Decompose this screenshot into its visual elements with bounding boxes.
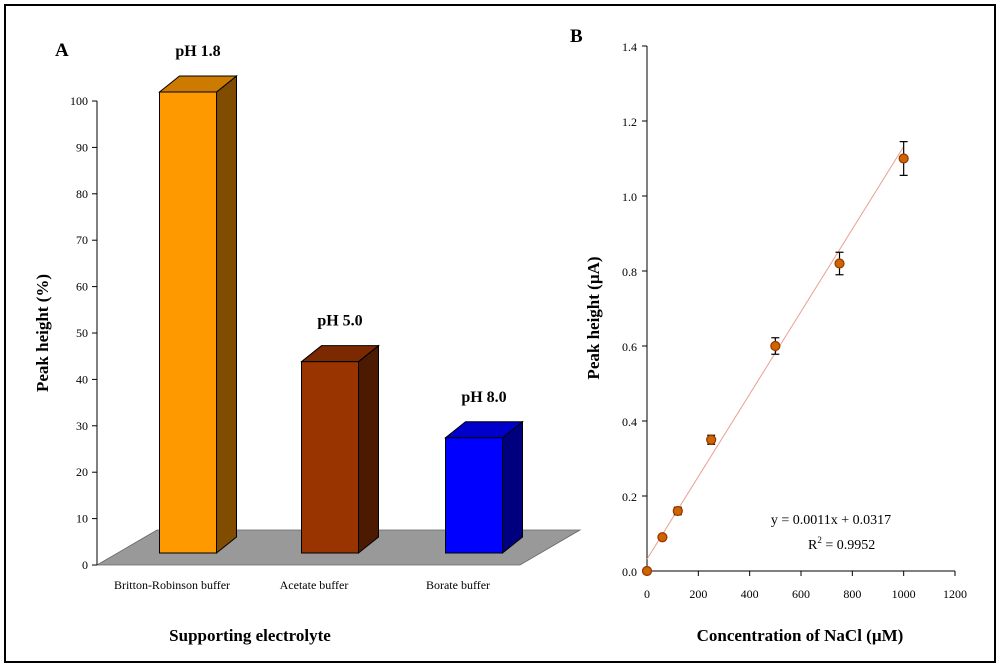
y-tick-label-b: 0.2 [622,490,637,504]
x-tick-label-b: 0 [644,587,650,601]
data-point [834,258,845,269]
bar-data-label: pH 1.8 [175,43,220,60]
bar-2 [301,361,359,554]
bar-3 [445,437,503,554]
y-tick-label-b: 1.2 [622,115,637,129]
y-tick-label-b: 0.6 [622,340,637,354]
data-point [770,340,781,352]
y-tick-label-a: 50 [76,326,88,340]
x-axis-title-a: Supporting electrolyte [169,626,331,645]
bar-side-face [358,344,379,555]
y-tick-label-b: 0.4 [622,415,637,429]
bar-1 [159,91,217,554]
trendline-equation: y = 0.0011x + 0.0317 [771,513,891,528]
r-squared-prefix: R [808,538,818,553]
x-tick-label-b: 1200 [943,587,967,601]
y-tick-label-a: 100 [70,94,88,108]
data-point [706,434,717,445]
panel-a-bar-chart: A 0 10 20 30 40 50 60 70 80 90 100 pH 1.8 Britton-R… [33,40,582,645]
r-squared-exponent: 2 [817,535,822,545]
x-category-label: Acetate buffer [280,578,349,592]
points-b [641,141,909,577]
x-tick-label-b: 1000 [892,587,916,601]
bar-side-face [216,74,237,555]
data-point [898,153,909,164]
y-tick-label-a: 30 [76,419,88,433]
y-tick-label-a: 20 [76,465,88,479]
bar-data-label: pH 5.0 [317,313,362,330]
y-axis-title-b: Peak height (µA) [584,256,603,379]
y-tick-label-b: 1.4 [622,40,637,54]
bar-data-label: pH 8.0 [461,389,506,406]
x-axis-title-b: Concentration of NaCl (µM) [697,626,904,645]
x-tick-label-b: 400 [741,587,759,601]
data-point [657,532,668,543]
y-tick-label-a: 80 [76,187,88,201]
panel-a-label: A [55,40,69,61]
x-category-label: Britton-Robinson buffer [114,578,230,592]
y-axis-a: 0 10 20 30 40 50 60 70 80 90 100 [70,94,98,572]
r-squared-label: R2 = 0.9952 [808,535,875,553]
y-tick-label-b: 1.0 [622,190,637,204]
bar-side-face [502,420,523,555]
panel-b-scatter-chart: B 0.0 0.2 0.4 0.6 0.8 1.0 1.2 1.4 0 200 400 600 800 1… [570,26,967,645]
y-tick-label-b: 0.0 [622,565,637,579]
axes-b: 0.0 0.2 0.4 0.6 0.8 1.0 1.2 1.4 0 200 400 600 800 100… [622,40,967,601]
y-tick-label-a: 40 [76,372,88,386]
y-tick-label-a: 0 [82,558,88,572]
y-axis-title-a: Peak height (%) [33,274,52,392]
x-tick-label-b: 600 [792,587,810,601]
data-point [641,565,653,577]
x-tick-label-b: 800 [843,587,861,601]
x-tick-label-b: 200 [689,587,707,601]
panel-b-label: B [570,26,583,47]
bars-a: pH 1.8 Britton-Robinson buffer pH 5.0 Aceta… [114,43,524,592]
x-category-label: Borate buffer [426,578,490,592]
y-tick-label-a: 60 [76,280,88,294]
r-squared-value: = 0.9952 [822,538,875,553]
data-point [672,505,683,517]
y-tick-label-b: 0.8 [622,265,637,279]
y-tick-label-a: 10 [76,512,88,526]
y-tick-label-a: 90 [76,140,88,154]
y-tick-label-a: 70 [76,233,88,247]
